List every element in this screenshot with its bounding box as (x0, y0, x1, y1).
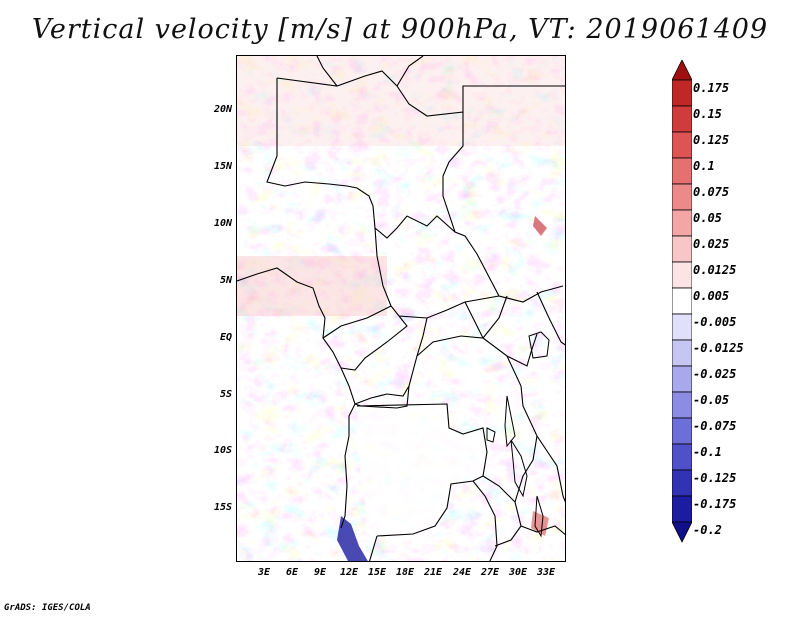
chart-title: Vertical velocity [m/s] at 900hPa, VT: 2… (31, 14, 769, 45)
lon-label: 3E (257, 567, 271, 578)
colorbar-swatch (672, 521, 692, 543)
colorbar-label: -0.1 (693, 445, 722, 459)
colorbar-label: -0.075 (693, 419, 737, 433)
colorbar-swatch (672, 183, 692, 211)
colorbar-swatch (672, 235, 692, 263)
lon-label: 21E (423, 567, 443, 578)
colorbar-label: 0.0125 (693, 263, 737, 277)
colorbar-swatch (672, 157, 692, 185)
colorbar-label: 0.075 (693, 185, 730, 199)
colorbar-swatch (672, 131, 692, 159)
colorbar-label: -0.125 (693, 471, 737, 485)
lat-label: EQ (219, 332, 232, 343)
colorbar-label: 0.15 (693, 107, 722, 121)
lat-label: 5S (219, 389, 232, 400)
colorbar-swatch (672, 391, 692, 419)
colorbar-swatch (672, 469, 692, 497)
lon-label: 27E (480, 567, 500, 578)
colorbar-swatch (672, 443, 692, 471)
colorbar-label: 0.125 (693, 133, 730, 147)
lakes (486, 331, 550, 538)
lon-label: 15E (367, 567, 387, 578)
lat-label: 15N (213, 161, 232, 172)
colorbar-swatch (672, 60, 692, 81)
credit-text: GrADS: IGES/COLA (4, 603, 91, 613)
colorbar (672, 60, 692, 543)
colorbar-label: 0.025 (693, 237, 730, 251)
colorbar-label: 0.175 (693, 81, 730, 95)
colorbar-swatch (672, 287, 692, 315)
colorbar-swatch (672, 495, 692, 523)
lon-label: 9E (313, 567, 327, 578)
colorbar-label: 0.005 (693, 289, 730, 303)
colorbar-label: -0.2 (693, 523, 722, 537)
lon-label: 12E (339, 567, 359, 578)
lat-label: 15S (213, 502, 232, 513)
colorbar-swatch (672, 417, 692, 445)
lon-label: 18E (395, 567, 415, 578)
map-frame (236, 55, 566, 562)
lon-label: 33E (536, 567, 556, 578)
colorbar-swatch (672, 209, 692, 237)
colorbar-label: -0.0125 (693, 341, 744, 355)
colorbar-swatch (672, 261, 692, 289)
lon-label: 6E (285, 567, 299, 578)
colorbar-label: 0.05 (693, 211, 722, 225)
colorbar-swatch (672, 313, 692, 341)
colorbar-swatch (672, 105, 692, 133)
lon-label: 30E (508, 567, 528, 578)
lat-label: 10S (213, 445, 232, 456)
colorbar-label: -0.05 (693, 393, 730, 407)
lat-label: 10N (213, 218, 232, 229)
colorbar-label: -0.025 (693, 367, 737, 381)
colorbar-swatch (672, 339, 692, 367)
colorbar-swatch (672, 79, 692, 107)
colorbar-label: -0.005 (693, 315, 737, 329)
colorbar-label: -0.175 (693, 497, 737, 511)
country-borders (237, 56, 565, 561)
lat-label: 20N (213, 104, 232, 115)
lat-label: 5N (219, 275, 232, 286)
colorbar-label: 0.1 (693, 159, 715, 173)
lon-label: 24E (452, 567, 472, 578)
colorbar-swatch (672, 365, 692, 393)
